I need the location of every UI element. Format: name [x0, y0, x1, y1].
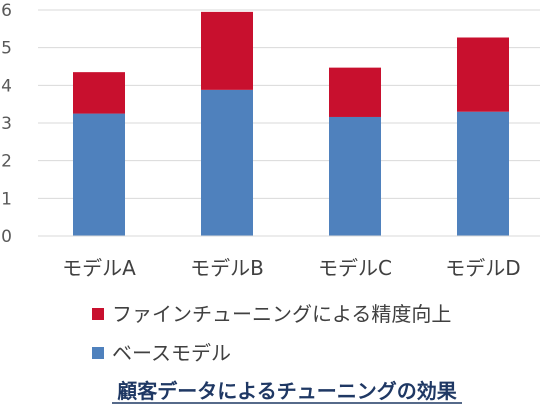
y-tick-label-6: 6 [1, 1, 12, 21]
x-category-label-3: モデルC [318, 256, 392, 280]
legend-swatch-improvement [92, 308, 104, 320]
bar-base-2 [201, 89, 253, 236]
x-category-label-4: モデルD [445, 256, 520, 280]
y-tick-label-3: 3 [1, 114, 12, 134]
chart-title: 顧客データによるチューニングの効果 [117, 379, 456, 403]
legend-label-base-model: ベースモデル [112, 341, 231, 365]
legend-label-improvement: ファインチューニングによる精度向上 [112, 302, 451, 326]
bar-base-3 [329, 116, 381, 236]
y-tick-label-0: 0 [1, 227, 12, 247]
bars [73, 11, 509, 236]
bar-base-1 [73, 113, 125, 236]
x-category-label-2: モデルB [190, 256, 264, 280]
bar-improvement-2 [201, 11, 253, 90]
bar-improvement-4 [457, 37, 509, 112]
y-tick-label-4: 4 [1, 76, 12, 96]
bar-improvement-1 [73, 72, 125, 114]
legend: ファインチューニングによる精度向上 ベースモデル [92, 302, 451, 365]
bar-base-4 [457, 111, 509, 236]
y-tick-label-2: 2 [1, 152, 12, 172]
y-axis-tick-labels: 0 1 2 3 4 5 6 [1, 1, 12, 247]
bar-improvement-3 [329, 67, 381, 117]
x-category-label-1: モデルA [62, 256, 136, 280]
y-tick-label-5: 5 [1, 39, 12, 59]
y-tick-label-1: 1 [1, 189, 12, 209]
legend-swatch-base-model [92, 347, 104, 359]
x-axis-category-labels: モデルA モデルB モデルC モデルD [62, 256, 521, 280]
